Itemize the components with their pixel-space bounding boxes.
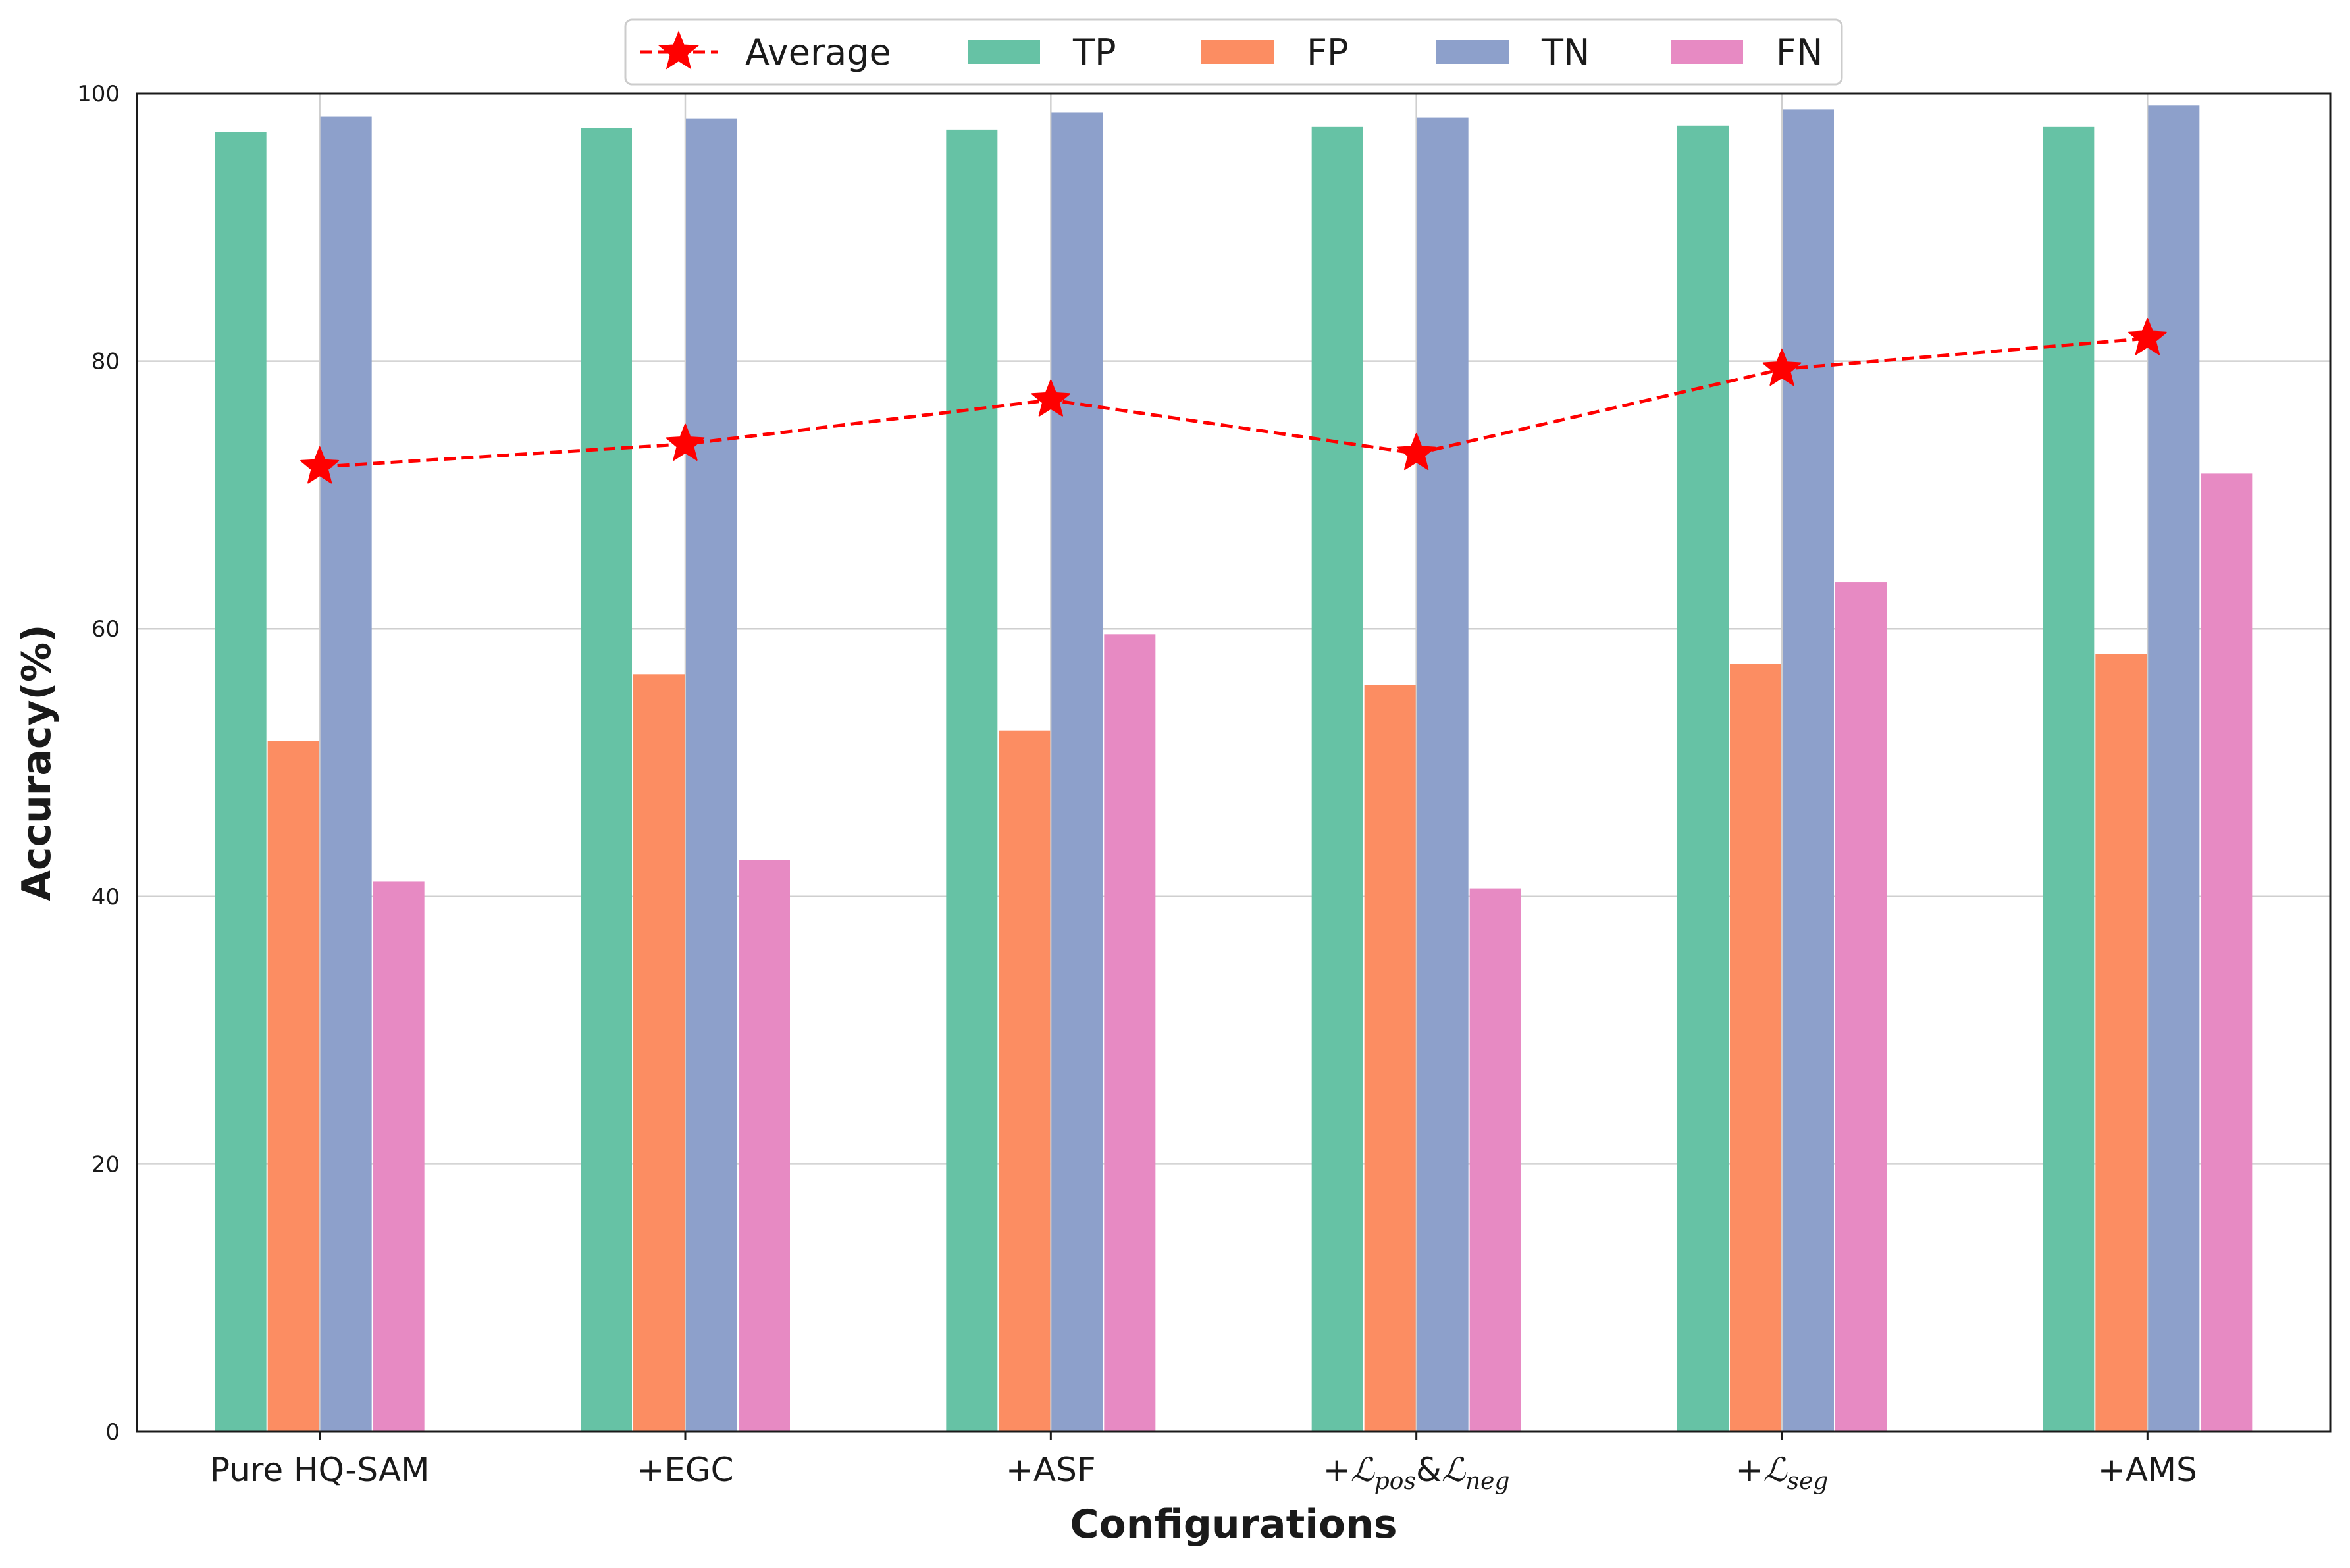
bar-fn-seg xyxy=(1835,582,1887,1432)
bar-tn-ams xyxy=(2148,105,2200,1432)
bar-tn-pure-hq-sam xyxy=(320,116,372,1432)
bar-fn-pure-hq-sam xyxy=(373,881,425,1432)
x-tick-label-part: +ASF xyxy=(1006,1451,1096,1489)
legend: Average TP FP TN FN xyxy=(624,18,1843,86)
x-tick-label-part: ℒ xyxy=(1351,1451,1375,1489)
y-tick-label: 60 xyxy=(91,616,120,642)
y-tick-label: 20 xyxy=(91,1151,120,1178)
x-tick-label-pure-hq-sam: Pure HQ-SAM xyxy=(210,1451,429,1489)
average-marker-pos-neg xyxy=(1397,432,1436,471)
x-axis-title: Configurations xyxy=(1070,1502,1397,1548)
x-axis-ticks: Pure HQ-SAM +EGC +ASF +ℒpos&ℒneg +ℒseg +AMS xyxy=(210,1432,2197,1495)
average-marker-seg xyxy=(1762,348,1802,386)
gridlines xyxy=(137,93,2330,1432)
bar-tp-pure-hq-sam xyxy=(215,132,267,1432)
bar-fn-ams xyxy=(2201,473,2253,1432)
average-marker-asf xyxy=(1031,379,1070,417)
legend-swatch-tn xyxy=(1436,40,1509,64)
bar-fp-asf xyxy=(999,730,1051,1432)
bar-fp-egc xyxy=(633,674,685,1432)
average-line xyxy=(300,318,2167,484)
y-axis-title: Accuracy(%) xyxy=(14,625,60,901)
y-tick-label: 40 xyxy=(91,884,120,910)
bar-fn-asf xyxy=(1104,634,1156,1432)
legend-label-average: Average xyxy=(745,32,891,73)
bar-tn-egc xyxy=(686,118,737,1432)
bar-tp-ams xyxy=(2043,126,2095,1432)
legend-label-fn: FN xyxy=(1776,32,1823,73)
x-tick-label-part: + xyxy=(1736,1451,1763,1489)
legend-label-fp: FP xyxy=(1307,32,1349,73)
average-line-path xyxy=(319,336,2148,469)
x-tick-label-part: +EGC xyxy=(637,1451,733,1489)
x-tick-label-part: + xyxy=(1323,1451,1351,1489)
plot-frame xyxy=(136,92,2332,1433)
bar-tp-pos-neg xyxy=(1311,126,1363,1432)
bar-tn-seg xyxy=(1783,109,1834,1432)
legend-swatch-fp xyxy=(1201,40,1274,64)
average-marker-pure-hq-sam xyxy=(300,446,340,484)
x-tick-label-part: Pure HQ-SAM xyxy=(210,1451,429,1489)
x-tick-label-part: & xyxy=(1416,1451,1442,1489)
x-tick-label-part: seg xyxy=(1787,1468,1829,1495)
bar-tp-seg xyxy=(1677,125,1729,1432)
bar-fn-egc xyxy=(739,860,790,1432)
bar-tn-pos-neg xyxy=(1417,117,1469,1432)
bar-tn-asf xyxy=(1051,112,1103,1432)
y-tick-label: 0 xyxy=(105,1419,120,1446)
average-marker-ams xyxy=(2128,318,2167,355)
bar-fn-pos-neg xyxy=(1469,888,1521,1432)
bar-fp-seg xyxy=(1730,664,1781,1432)
bar-tp-egc xyxy=(581,128,632,1432)
x-tick-label-asf: +ASF xyxy=(1006,1451,1096,1489)
legend-label-tp: TP xyxy=(1072,32,1116,73)
y-axis-ticks: 0 20 40 60 80 100 xyxy=(77,81,120,1446)
legend-swatch-fn xyxy=(1671,40,1743,64)
bar-tp-asf xyxy=(946,129,998,1432)
legend-swatch-tp xyxy=(968,40,1040,64)
legend-average-star xyxy=(658,30,700,70)
x-tick-label-part: +AMS xyxy=(2098,1451,2197,1489)
y-tick-label: 80 xyxy=(91,349,120,375)
x-tick-label-part: ℒ xyxy=(1442,1451,1466,1489)
x-tick-label-pos-neg: +ℒpos&ℒneg xyxy=(1323,1451,1510,1495)
average-marker-egc xyxy=(666,423,705,461)
legend-label-tn: TN xyxy=(1541,32,1590,73)
x-tick-label-ams: +AMS xyxy=(2098,1451,2197,1489)
bar-fp-ams xyxy=(2095,654,2147,1432)
bars xyxy=(215,105,2253,1432)
x-tick-label-part: pos xyxy=(1374,1468,1416,1495)
x-tick-label-egc: +EGC xyxy=(637,1451,733,1489)
x-tick-label-part: neg xyxy=(1465,1468,1510,1495)
bar-fp-pure-hq-sam xyxy=(267,741,319,1432)
bar-fp-pos-neg xyxy=(1364,685,1416,1432)
x-tick-label-part: ℒ xyxy=(1763,1451,1788,1489)
y-tick-label: 100 xyxy=(77,81,120,107)
x-tick-label-seg: +ℒseg xyxy=(1736,1451,1829,1495)
